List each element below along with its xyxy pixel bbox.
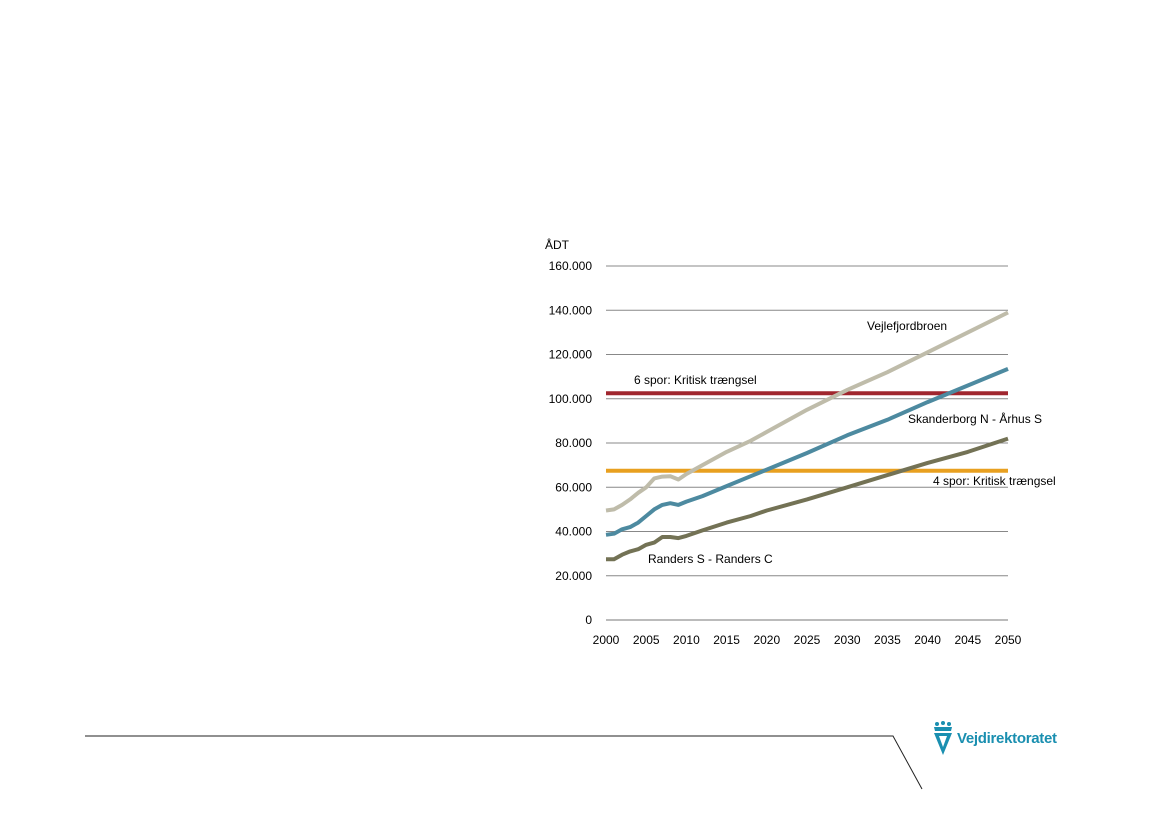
y-tick-label: 20.000: [555, 569, 592, 583]
series-line-0: [605, 310, 1009, 513]
y-axis-label: ÅDT: [545, 237, 570, 252]
series-annotation: 4 spor: Kritisk trængsel: [933, 474, 1056, 488]
y-tick-label: 140.000: [549, 303, 593, 317]
footer-rule: [85, 735, 923, 790]
x-tick-label: 2050: [995, 633, 1022, 647]
series-layer: [605, 310, 1009, 562]
grid-layer: [606, 265, 1008, 621]
y-tick-label: 0: [585, 613, 592, 627]
series-line-2: [606, 436, 1009, 562]
crown-shield-icon: [934, 721, 952, 755]
x-tick-label: 2035: [874, 633, 901, 647]
annotation-layer: Vejlefjordbroen Skanderborg N - Århus S Ra…: [634, 319, 1056, 566]
x-tick-label: 2020: [753, 633, 780, 647]
x-tick-labels: 2000 2005 2010 2015 2020 2025 2030 2035 2040 2045…: [593, 633, 1022, 647]
series-annotation: Skanderborg N - Århus S: [908, 411, 1042, 426]
x-tick-label: 2000: [593, 633, 620, 647]
y-tick-label: 40.000: [555, 525, 592, 539]
y-tick-label: 120.000: [549, 348, 593, 362]
y-tick-label: 80.000: [555, 436, 592, 450]
x-tick-label: 2040: [914, 633, 941, 647]
x-tick-label: 2005: [633, 633, 660, 647]
y-tick-labels: 0 20.000 40.000 60.000 80.000 100.000 120.000 1…: [549, 259, 593, 627]
x-tick-label: 2010: [673, 633, 700, 647]
y-tick-label: 60.000: [555, 480, 592, 494]
x-tick-label: 2015: [713, 633, 740, 647]
series-line-1: [605, 367, 1009, 537]
series-annotation: Vejlefjordbroen: [867, 319, 947, 333]
x-tick-label: 2030: [834, 633, 861, 647]
y-tick-label: 160.000: [549, 259, 593, 273]
series-annotation: Randers S - Randers C: [648, 552, 773, 566]
series-annotation: 6 spor: Kritisk trængsel: [634, 373, 757, 387]
y-tick-label: 100.000: [549, 392, 593, 406]
x-tick-label: 2025: [794, 633, 821, 647]
logo-wordmark: Vejdirektoratet: [957, 730, 1057, 747]
x-tick-label: 2045: [954, 633, 981, 647]
